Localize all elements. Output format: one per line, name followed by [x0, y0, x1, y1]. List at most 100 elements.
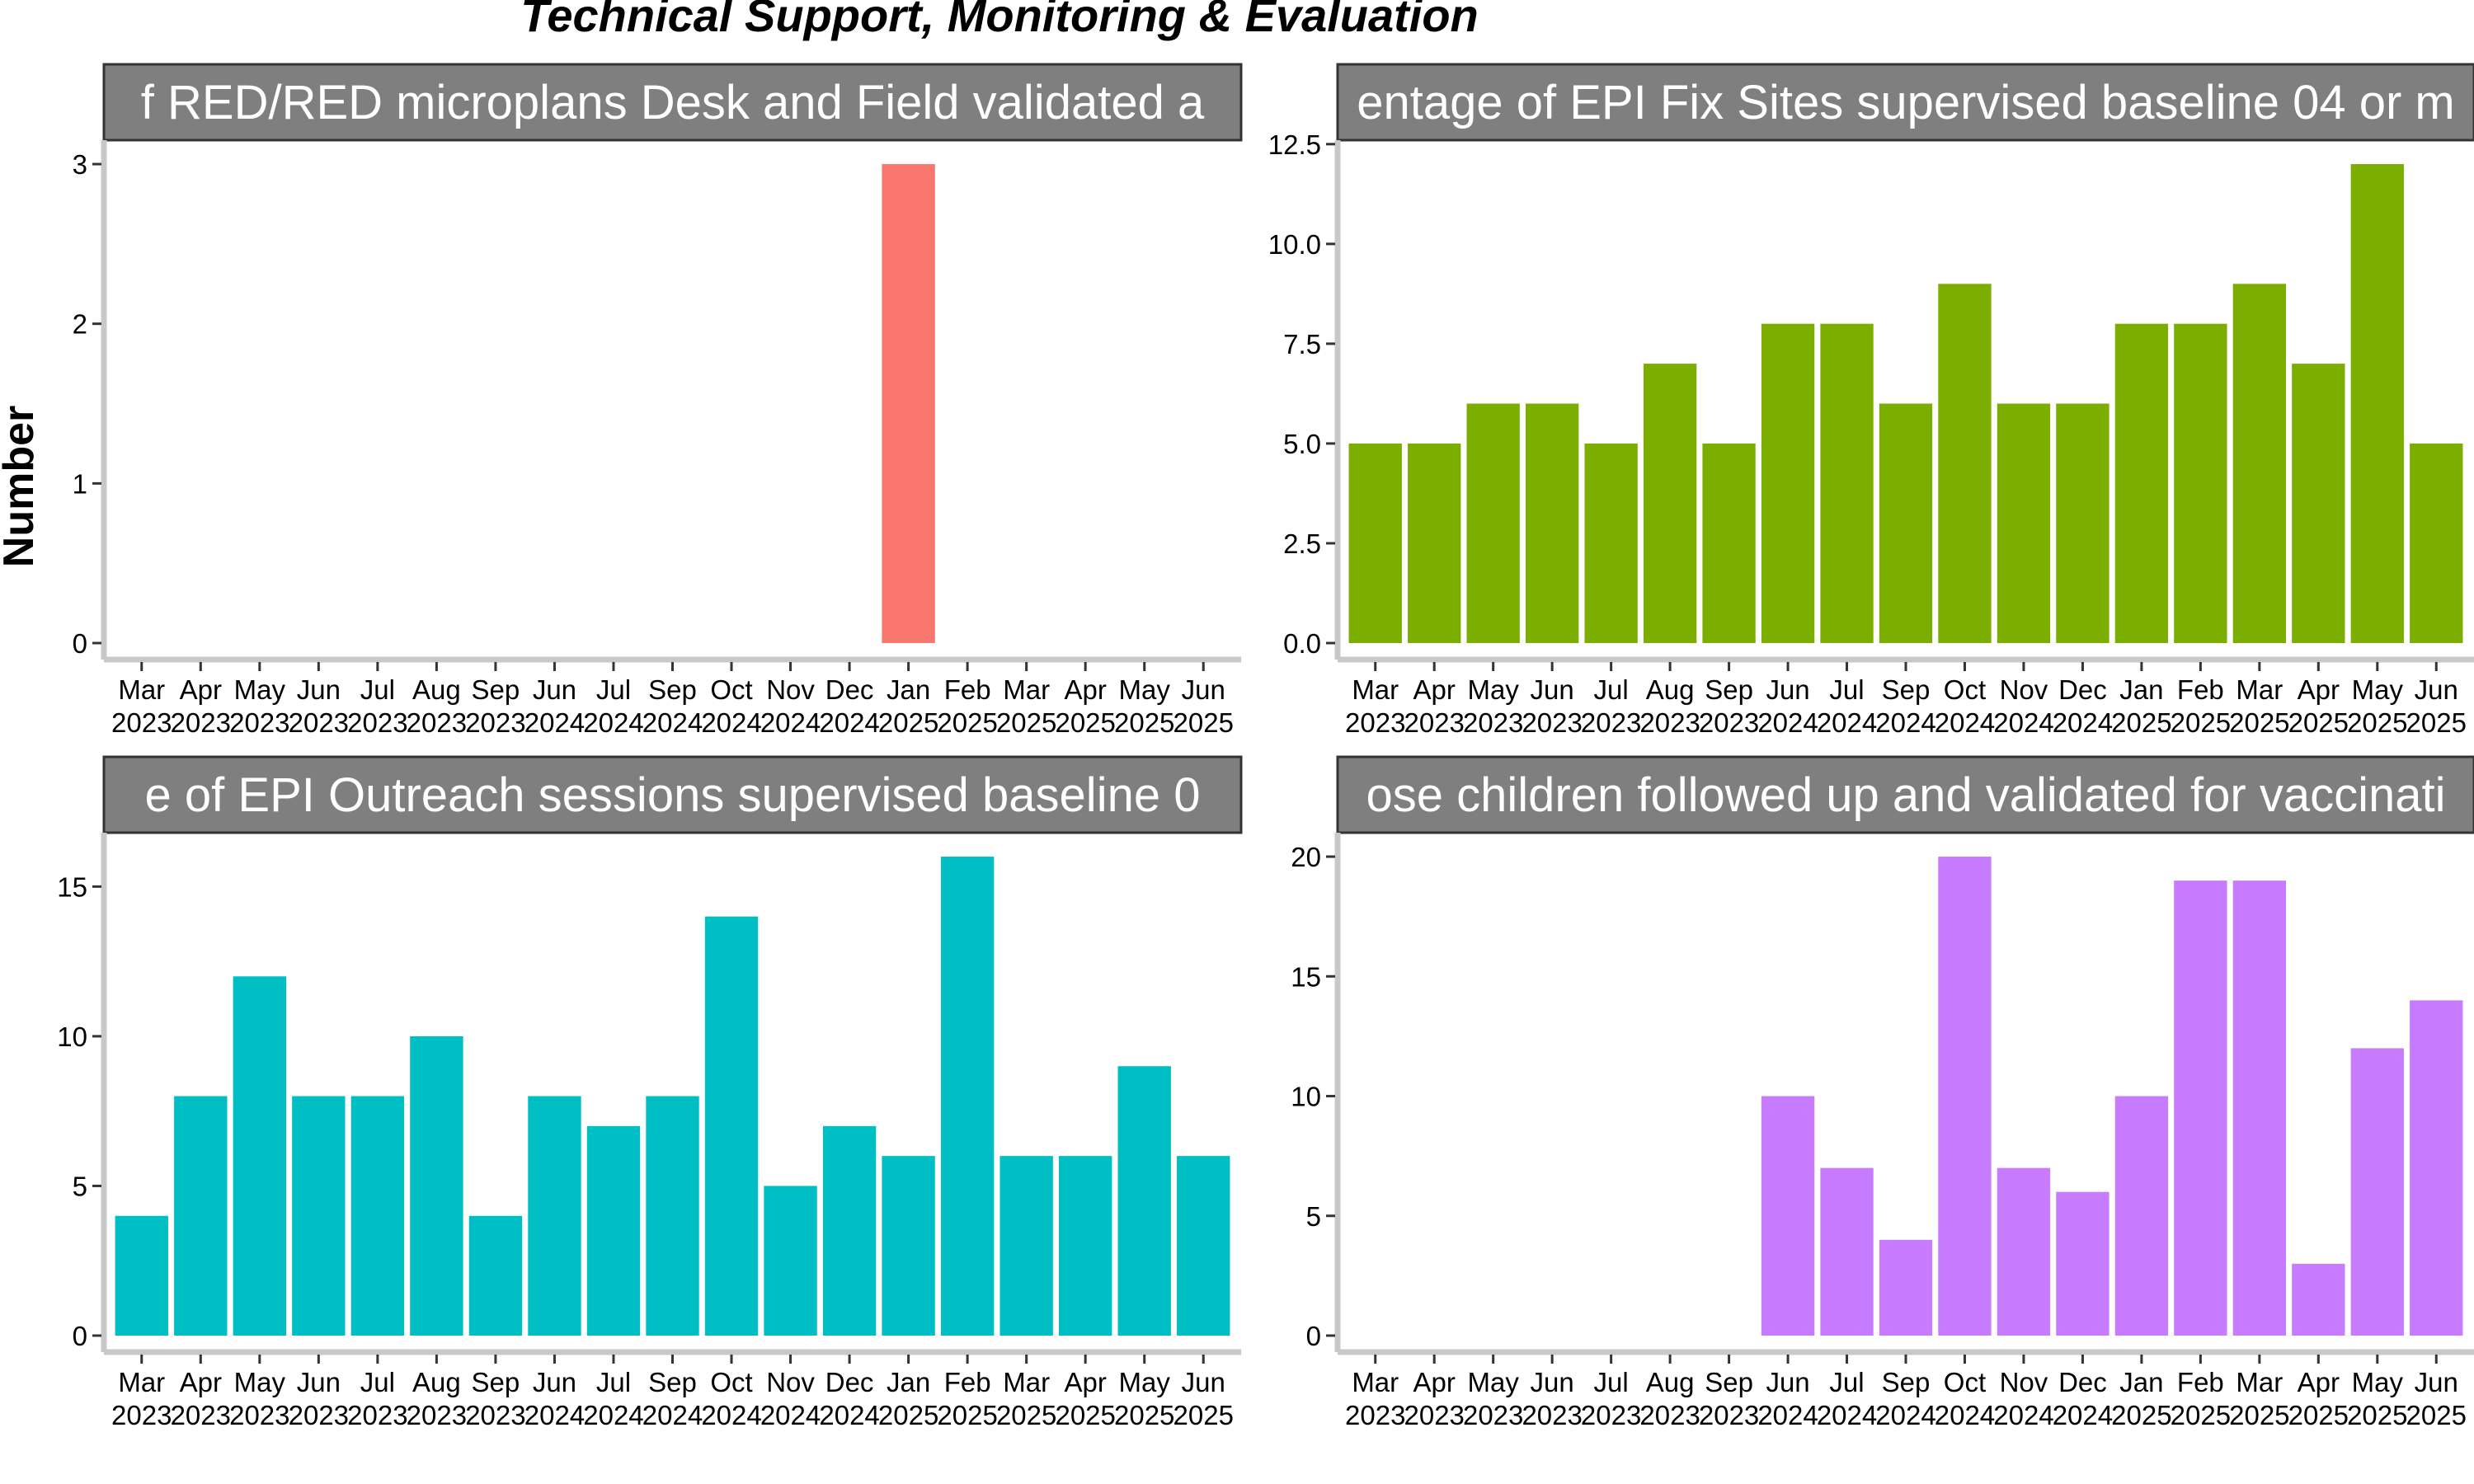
- x-tick-label: May 2025: [1114, 1367, 1174, 1430]
- facet-panel: e of EPI Outreach sessions supervised ba…: [57, 755, 1243, 1430]
- x-tick-label: Apr 2025: [2288, 1367, 2349, 1430]
- x-tick-label: Dec 2024: [2053, 1367, 2113, 1430]
- x-tick-label: Apr 2025: [1055, 674, 1115, 738]
- x-tick-label: Sep 2023: [1699, 674, 1759, 738]
- x-tick-label: Jul 2024: [1817, 1367, 1877, 1430]
- x-tick-label: May 2025: [1114, 674, 1174, 738]
- x-tick-label: Aug 2023: [407, 674, 467, 738]
- bar: [1879, 1239, 1933, 1336]
- bar: [1058, 1156, 1112, 1336]
- facet-strip: [1336, 63, 2474, 142]
- x-tick-label: Apr 2023: [1404, 1367, 1464, 1430]
- bar: [1702, 443, 1756, 643]
- bar: [2350, 1048, 2404, 1336]
- x-tick-label: Dec 2024: [2053, 674, 2113, 738]
- y-tick-label: 15: [1291, 961, 1321, 992]
- x-tick-label: Jul 2023: [347, 674, 407, 738]
- bar: [292, 1096, 346, 1336]
- bar: [940, 857, 995, 1336]
- bar: [468, 1215, 523, 1336]
- x-tick-label: Jan 2025: [878, 1367, 938, 1430]
- x-tick-label: Apr 2023: [171, 1367, 231, 1430]
- bar: [2292, 364, 2345, 643]
- bar: [1584, 443, 1638, 643]
- bar: [1408, 443, 1461, 643]
- x-tick-label: Feb 2025: [2171, 1367, 2231, 1430]
- x-tick-label: Apr 2023: [1404, 674, 1464, 738]
- bar: [2114, 323, 2169, 643]
- x-tick-label: Jun 2023: [289, 674, 349, 738]
- x-tick-label: Nov 2024: [760, 674, 821, 738]
- bar: [350, 1096, 405, 1336]
- bar: [1643, 364, 1697, 643]
- x-tick-label: Aug 2023: [1639, 1367, 1700, 1430]
- bar: [2292, 1263, 2345, 1336]
- bar: [233, 976, 287, 1336]
- bar: [115, 1215, 168, 1336]
- bar: [882, 1156, 935, 1336]
- x-tick-label: Dec 2024: [819, 674, 879, 738]
- y-tick-label: 7.5: [1283, 329, 1321, 359]
- y-tick-label: 5: [73, 1171, 87, 1201]
- x-tick-label: Jun 2025: [2406, 674, 2467, 738]
- bar: [1177, 1156, 1230, 1336]
- bar: [1997, 403, 2051, 643]
- x-tick-label: May 2023: [229, 674, 289, 738]
- x-tick-label: May 2023: [1463, 1367, 1523, 1430]
- x-tick-label: Jun 2023: [289, 1367, 349, 1430]
- bar: [174, 1096, 228, 1336]
- bar: [1938, 284, 1992, 643]
- bar: [882, 164, 935, 644]
- bar: [1820, 323, 1874, 643]
- x-tick-label: Mar 2023: [111, 1367, 172, 1430]
- y-tick-label: 15: [57, 871, 87, 902]
- bar: [1997, 1167, 2051, 1336]
- x-tick-label: Mar 2023: [111, 674, 172, 738]
- x-tick-label: May 2025: [2347, 1367, 2407, 1430]
- x-tick-label: Oct 2024: [1935, 674, 1995, 738]
- x-tick-label: Aug 2023: [407, 1367, 467, 1430]
- x-tick-label: Feb 2025: [937, 1367, 997, 1430]
- x-tick-label: Jul 2024: [583, 1367, 643, 1430]
- x-tick-label: Jun 2025: [2406, 1367, 2467, 1430]
- y-tick-label: 2.5: [1283, 528, 1321, 559]
- x-tick-label: Jun 2023: [1522, 1367, 1582, 1430]
- bar: [1525, 403, 1579, 643]
- facet-panel: entage of EPI Fix Sites supervised basel…: [1268, 63, 2474, 738]
- bar: [1820, 1167, 1874, 1336]
- x-tick-label: Jul 2023: [1581, 674, 1641, 738]
- x-tick-label: Oct 2024: [701, 674, 761, 738]
- facet-strip-title: ose children followed up and validated f…: [1366, 768, 2445, 822]
- bar: [2056, 1191, 2109, 1336]
- x-tick-label: Mar 2025: [996, 674, 1056, 738]
- x-tick-label: Oct 2024: [1935, 1367, 1995, 1430]
- facet-strip: [102, 63, 1243, 142]
- bar: [2114, 1096, 2169, 1336]
- x-tick-label: Aug 2023: [1639, 674, 1700, 738]
- x-tick-label: Jul 2023: [1581, 1367, 1641, 1430]
- bar: [764, 1186, 817, 1336]
- facet-strip: [1336, 755, 2474, 834]
- y-tick-label: 5.0: [1283, 429, 1321, 459]
- bar: [1938, 857, 1992, 1336]
- x-tick-label: Sep 2024: [1875, 1367, 1935, 1430]
- y-tick-label: 0: [1306, 1321, 1321, 1351]
- facet-panels: f RED/RED microplans Desk and Field vali…: [57, 63, 2474, 1430]
- x-tick-label: Sep 2024: [642, 1367, 703, 1430]
- y-tick-label: 20: [1291, 842, 1321, 872]
- bar: [822, 1125, 877, 1336]
- y-tick-label: 12.5: [1268, 129, 1321, 160]
- x-tick-label: Sep 2023: [465, 674, 525, 738]
- bar: [410, 1036, 463, 1336]
- x-tick-label: Jun 2024: [1757, 1367, 1818, 1430]
- bar: [1761, 323, 1815, 643]
- facet-strip-title: entage of EPI Fix Sites supervised basel…: [1357, 76, 2454, 129]
- x-tick-label: Jun 2025: [1174, 1367, 1234, 1430]
- bar: [586, 1125, 641, 1336]
- bar: [1348, 443, 1402, 643]
- x-tick-label: May 2023: [1463, 674, 1523, 738]
- x-tick-label: Feb 2025: [2171, 674, 2231, 738]
- x-tick-label: Mar 2025: [2229, 1367, 2289, 1430]
- x-tick-label: May 2023: [229, 1367, 289, 1430]
